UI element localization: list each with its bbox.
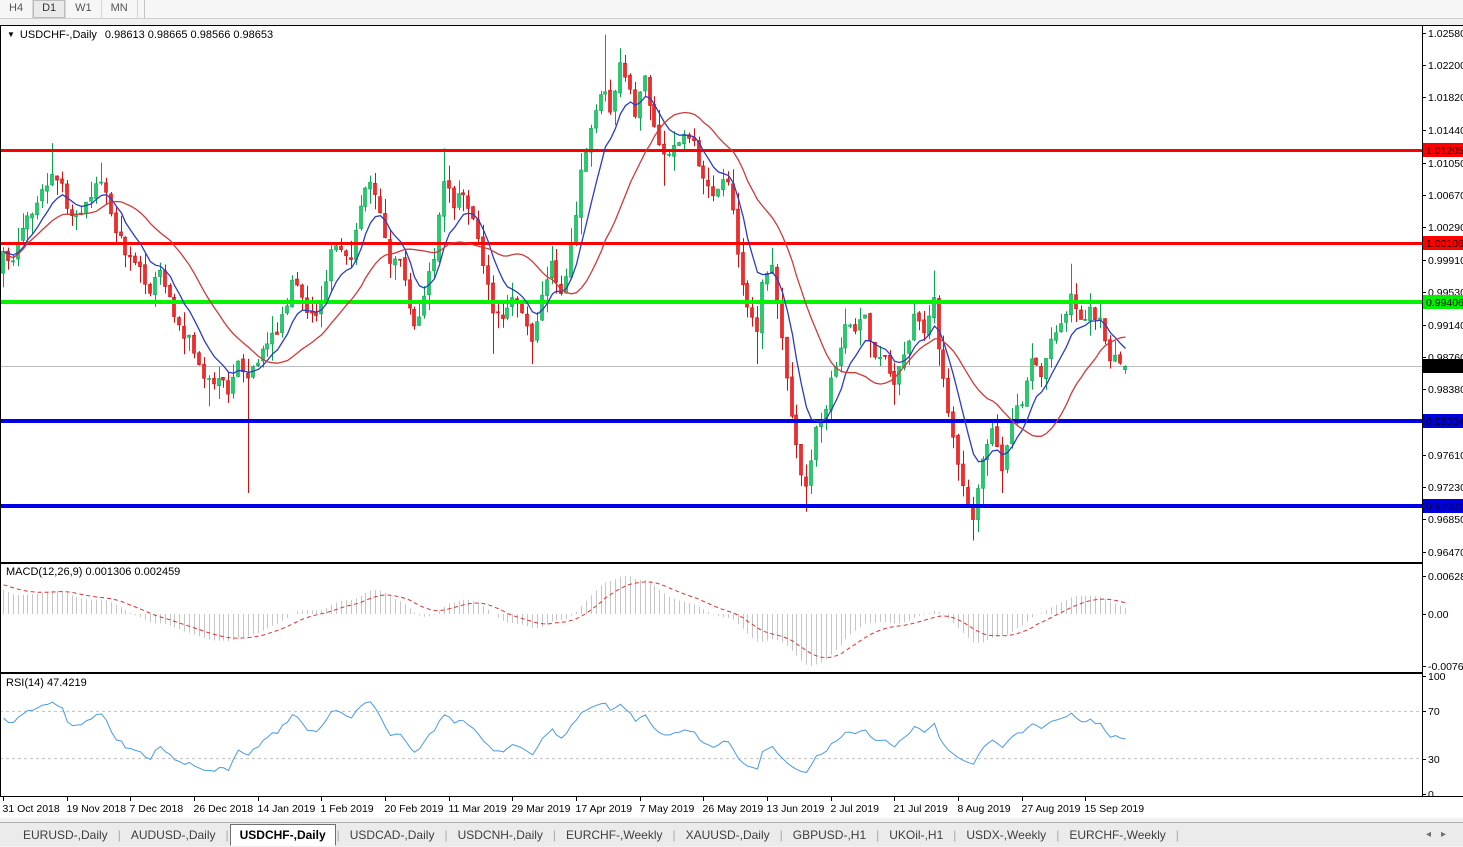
chart-tabbar: EURUSD-,Daily | AUDUSD-,Daily | USDCHF-,Dail… xyxy=(0,822,1463,846)
svg-text:1.01205: 1.01205 xyxy=(1426,145,1463,157)
rsi-current-value: 47.4219 xyxy=(46,677,87,689)
chevron-down-icon[interactable]: ▼ xyxy=(7,30,15,39)
svg-text:-0.00762: -0.00762 xyxy=(1428,661,1463,673)
chart-tabs: EURUSD-,Daily | AUDUSD-,Daily | USDCHF-,Dail… xyxy=(14,823,1180,846)
ohlc-values: 0.98613 0.98665 0.98566 0.98653 xyxy=(104,29,274,41)
timeframe-toolbar: H4 D1 W1 MN xyxy=(0,0,1463,19)
tab-separator: | xyxy=(953,827,957,842)
svg-text:0.97610: 0.97610 xyxy=(1428,450,1463,462)
chart-quote-header: ▼ USDCHF-,Daily 0.98613 0.98665 0.98566 0.… xyxy=(7,29,273,41)
svg-text:26 May 2019: 26 May 2019 xyxy=(703,803,764,815)
svg-text:0.96470: 0.96470 xyxy=(1428,547,1463,559)
svg-text:0.98380: 0.98380 xyxy=(1428,384,1463,396)
svg-text:11 Mar 2019: 11 Mar 2019 xyxy=(449,803,507,815)
svg-text:14 Jan 2019: 14 Jan 2019 xyxy=(258,803,316,815)
macd-label-text: MACD(12,26,9) xyxy=(6,566,83,578)
svg-text:0.98004: 0.98004 xyxy=(1426,416,1463,428)
svg-text:0: 0 xyxy=(1428,789,1434,796)
tab-scroll-controls: ◂ ▸ xyxy=(1421,829,1463,840)
tab-usdcad-daily[interactable]: USDCAD-,Daily xyxy=(349,827,435,842)
tabs-scroll-right-icon[interactable]: ▸ xyxy=(1440,829,1446,840)
svg-text:1.02580: 1.02580 xyxy=(1428,28,1463,40)
price-axis[interactable]: 1.02580 1.02200 1.01820 1.01440 1.01050 1.006… xyxy=(1422,25,1463,796)
svg-text:2 Jul 2019: 2 Jul 2019 xyxy=(831,803,880,815)
svg-text:30: 30 xyxy=(1428,754,1440,766)
svg-text:15 Sep 2019: 15 Sep 2019 xyxy=(1085,803,1145,815)
timeframe-button-h4[interactable]: H4 xyxy=(0,0,34,18)
tab-separator: | xyxy=(1056,827,1060,842)
svg-text:13 Jun 2019: 13 Jun 2019 xyxy=(767,803,825,815)
svg-text:0.006286: 0.006286 xyxy=(1428,571,1463,583)
svg-text:0.96850: 0.96850 xyxy=(1428,514,1463,526)
timeframe-button-mn[interactable]: MN xyxy=(102,0,138,18)
svg-text:0.97001: 0.97001 xyxy=(1426,501,1463,513)
tab-separator: | xyxy=(336,827,340,842)
svg-text:8 Aug 2019: 8 Aug 2019 xyxy=(958,803,1011,815)
price-chart-canvas[interactable] xyxy=(0,25,1422,796)
tab-separator: | xyxy=(876,827,880,842)
tab-separator: | xyxy=(779,827,783,842)
tab-eurchf-weekly[interactable]: EURCHF-,Weekly xyxy=(1069,827,1166,842)
chart-window[interactable]: 1.02580 1.02200 1.01820 1.01440 1.01050 1.006… xyxy=(0,25,1463,818)
svg-text:21 Jul 2019: 21 Jul 2019 xyxy=(894,803,948,815)
tab-separator: | xyxy=(117,827,121,842)
svg-text:31 Oct 2018: 31 Oct 2018 xyxy=(3,803,60,815)
svg-text:0.98653: 0.98653 xyxy=(1426,361,1463,373)
svg-text:0.99910: 0.99910 xyxy=(1428,255,1463,267)
time-axis[interactable]: 31 Oct 2018 19 Nov 2018 7 Dec 2018 26 Dec 2… xyxy=(0,796,1463,818)
svg-text:19 Nov 2018: 19 Nov 2018 xyxy=(67,803,127,815)
svg-text:0.99406: 0.99406 xyxy=(1426,297,1463,309)
svg-text:0.99140: 0.99140 xyxy=(1428,320,1463,332)
svg-text:7 May 2019: 7 May 2019 xyxy=(640,803,695,815)
toolbar-divider xyxy=(143,0,145,18)
svg-text:1.01050: 1.01050 xyxy=(1428,158,1463,170)
tab-usdchf-daily[interactable]: USDCHF-,Daily xyxy=(229,823,336,846)
tab-separator: | xyxy=(225,827,229,842)
svg-text:29 Mar 2019: 29 Mar 2019 xyxy=(512,803,571,815)
macd-current-values: 0.001306 0.002459 xyxy=(85,566,181,578)
tab-gbpusd-h1[interactable]: GBPUSD-,H1 xyxy=(792,827,867,842)
macd-indicator-label: MACD(12,26,9) 0.001306 0.002459 xyxy=(6,566,180,578)
rsi-indicator-label: RSI(14) 47.4219 xyxy=(6,677,87,689)
svg-text:1.01820: 1.01820 xyxy=(1428,92,1463,104)
svg-text:100: 100 xyxy=(1428,671,1446,683)
timeframe-buttons: H4 D1 W1 MN xyxy=(0,0,145,18)
tab-separator: | xyxy=(672,827,676,842)
tab-ukoil-h1[interactable]: UKOil-,H1 xyxy=(889,827,944,842)
svg-text:27 Aug 2019: 27 Aug 2019 xyxy=(1022,803,1081,815)
svg-text:1.00670: 1.00670 xyxy=(1428,190,1463,202)
tab-eurusd-daily[interactable]: EURUSD-,Daily xyxy=(23,827,108,842)
svg-text:7 Dec 2018: 7 Dec 2018 xyxy=(130,803,184,815)
svg-text:1 Feb 2019: 1 Feb 2019 xyxy=(321,803,374,815)
tabs-scroll-left-icon[interactable]: ◂ xyxy=(1425,829,1431,840)
timeframe-button-d1[interactable]: D1 xyxy=(33,0,67,18)
tab-eurchf-weekly[interactable]: EURCHF-,Weekly xyxy=(566,827,663,842)
tab-separator: | xyxy=(444,827,448,842)
svg-text:26 Dec 2018: 26 Dec 2018 xyxy=(194,803,254,815)
tab-usdcnh-daily[interactable]: USDCNH-,Daily xyxy=(457,827,543,842)
tab-usdx-weekly[interactable]: USDX-,Weekly xyxy=(966,827,1047,842)
tab-separator: | xyxy=(1175,827,1179,842)
timeframe-button-w1[interactable]: W1 xyxy=(66,0,102,18)
tab-audusd-daily[interactable]: AUDUSD-,Daily xyxy=(130,827,216,842)
svg-text:0.97230: 0.97230 xyxy=(1428,482,1463,494)
tab-separator: | xyxy=(552,827,557,842)
svg-text:1.01440: 1.01440 xyxy=(1428,125,1463,137)
svg-text:70: 70 xyxy=(1428,706,1440,718)
symbol-label: USDCHF-,Daily xyxy=(19,29,97,41)
svg-text:1.02200: 1.02200 xyxy=(1428,60,1463,72)
svg-text:1.00290: 1.00290 xyxy=(1428,222,1463,234)
svg-text:1.00106: 1.00106 xyxy=(1426,238,1463,250)
svg-text:0.00: 0.00 xyxy=(1428,609,1449,621)
svg-text:17 Apr 2019: 17 Apr 2019 xyxy=(576,803,633,815)
svg-text:20 Feb 2019: 20 Feb 2019 xyxy=(385,803,444,815)
rsi-label-text: RSI(14) xyxy=(6,677,44,689)
tab-xauusd-daily[interactable]: XAUUSD-,Daily xyxy=(685,827,770,842)
